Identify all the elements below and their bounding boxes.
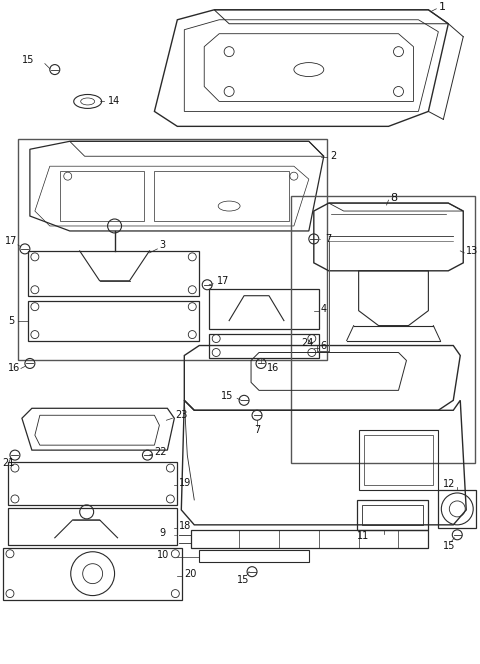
Text: 23: 23	[175, 410, 188, 420]
Text: 2: 2	[331, 151, 337, 161]
Text: 16: 16	[8, 363, 20, 373]
Text: 11: 11	[357, 531, 369, 540]
Text: 6: 6	[321, 341, 327, 351]
Text: 15: 15	[22, 54, 34, 64]
Text: 13: 13	[466, 246, 479, 256]
Text: 5: 5	[8, 315, 14, 325]
Text: 12: 12	[444, 479, 456, 489]
Text: 15: 15	[221, 391, 234, 401]
Text: 24: 24	[301, 337, 313, 347]
Text: 1: 1	[438, 2, 445, 12]
Text: 15: 15	[237, 574, 250, 584]
Text: 17: 17	[217, 276, 229, 286]
Text: 8: 8	[391, 193, 397, 203]
Text: 14: 14	[108, 96, 120, 106]
Text: 7: 7	[325, 234, 331, 244]
Text: 17: 17	[5, 236, 17, 246]
Text: 20: 20	[184, 568, 197, 578]
Text: 4: 4	[321, 303, 327, 313]
Text: 7: 7	[254, 425, 260, 435]
Text: 10: 10	[157, 550, 169, 560]
Text: 18: 18	[180, 521, 192, 531]
Text: 19: 19	[180, 478, 192, 488]
Bar	[291, 196, 475, 463]
Text: 22: 22	[155, 447, 167, 457]
Text: 15: 15	[444, 540, 456, 550]
Text: 21: 21	[2, 458, 14, 468]
Text: 16: 16	[267, 363, 279, 373]
Text: 9: 9	[159, 528, 166, 538]
Text: 3: 3	[159, 240, 166, 250]
Bar	[18, 139, 327, 361]
